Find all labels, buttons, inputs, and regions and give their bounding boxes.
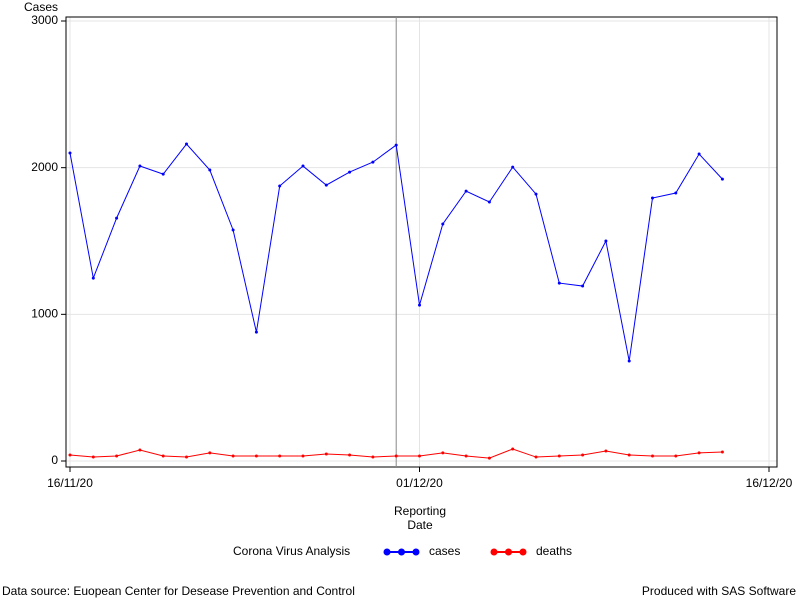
data-point (557, 281, 561, 285)
data-point (464, 454, 468, 458)
x-axis-label: Reporting Date (393, 504, 447, 532)
data-point (348, 453, 352, 457)
data-point (627, 359, 631, 363)
data-point (464, 189, 468, 193)
data-point (371, 455, 375, 459)
x-tick-label: 01/12/20 (396, 476, 443, 490)
data-point (441, 451, 445, 455)
data-point (138, 448, 142, 452)
data-point (324, 183, 328, 187)
legend-marker (412, 548, 420, 556)
data-point (394, 454, 398, 458)
data-point (278, 184, 282, 188)
data-point (324, 452, 328, 456)
data-point (208, 168, 212, 172)
data-point (511, 165, 515, 169)
data-point (231, 228, 235, 232)
data-point (68, 453, 72, 457)
data-point (348, 170, 352, 174)
data-point (651, 454, 654, 458)
footnote-left: Data source: Euopean Center for Desease … (2, 584, 355, 598)
data-point (231, 454, 235, 458)
data-point (254, 330, 258, 334)
data-point (161, 454, 165, 458)
data-point (534, 455, 538, 459)
footnote-right: Produced with SAS Software (642, 584, 796, 598)
data-point (208, 451, 212, 455)
data-point (91, 276, 95, 280)
data-point (371, 160, 375, 164)
data-point (418, 454, 421, 458)
data-point (581, 284, 585, 288)
y-axis-label: Cases (24, 0, 58, 14)
data-point (301, 454, 305, 458)
data-point (720, 177, 724, 181)
data-point (138, 164, 142, 168)
data-point (674, 454, 678, 458)
data-point (161, 172, 165, 176)
x-tick-label: 16/11/20 (47, 476, 93, 490)
data-point (651, 196, 654, 200)
data-point (581, 453, 585, 457)
data-point (487, 456, 491, 460)
data-point (115, 216, 119, 220)
data-point (394, 143, 398, 147)
legend-marker (519, 548, 527, 556)
data-point (627, 453, 631, 457)
legend-marker (383, 548, 391, 556)
y-tick-label: 2000 (31, 160, 58, 174)
legend-title: Corona Virus Analysis (233, 544, 350, 558)
legend-marker (398, 548, 405, 556)
legend-marker (505, 548, 512, 556)
y-tick-label: 1000 (31, 307, 58, 321)
data-point (697, 451, 701, 455)
data-point (68, 151, 72, 155)
legend-marker (490, 548, 498, 556)
data-point (511, 447, 515, 451)
data-point (185, 142, 188, 146)
y-tick-label: 3000 (31, 13, 58, 27)
data-point (697, 152, 701, 156)
data-point (441, 222, 445, 226)
data-point (604, 449, 608, 453)
data-point (534, 192, 538, 196)
legend-label: deaths (536, 544, 572, 558)
plot-frame (65, 16, 778, 468)
data-point (278, 454, 282, 458)
x-tick-label: 16/12/20 (746, 476, 793, 490)
data-point (557, 454, 561, 458)
data-point (301, 164, 305, 168)
data-point (604, 239, 608, 243)
data-point (720, 450, 724, 454)
legend-label: cases (429, 544, 460, 558)
data-point (254, 454, 258, 458)
data-point (115, 454, 119, 458)
data-point (418, 303, 421, 307)
data-point (91, 455, 95, 459)
y-tick-label: 0 (51, 453, 58, 467)
data-point (487, 200, 491, 204)
data-point (674, 191, 678, 195)
data-point (185, 455, 188, 459)
